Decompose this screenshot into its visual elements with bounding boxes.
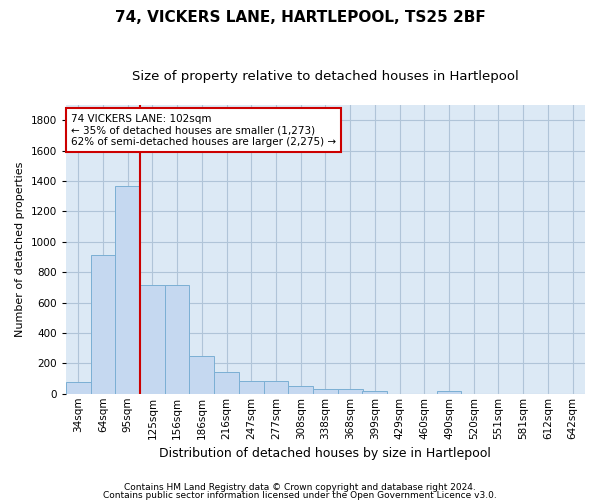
Title: Size of property relative to detached houses in Hartlepool: Size of property relative to detached ho… bbox=[132, 70, 519, 83]
Bar bbox=[338, 389, 362, 394]
Bar bbox=[66, 382, 91, 394]
Bar bbox=[289, 386, 313, 394]
Bar bbox=[437, 390, 461, 394]
Bar bbox=[165, 285, 190, 394]
Text: Contains HM Land Registry data © Crown copyright and database right 2024.: Contains HM Land Registry data © Crown c… bbox=[124, 484, 476, 492]
Bar bbox=[115, 186, 140, 394]
Text: Contains public sector information licensed under the Open Government Licence v3: Contains public sector information licen… bbox=[103, 490, 497, 500]
Bar bbox=[214, 372, 239, 394]
Y-axis label: Number of detached properties: Number of detached properties bbox=[15, 162, 25, 337]
Bar bbox=[91, 256, 115, 394]
X-axis label: Distribution of detached houses by size in Hartlepool: Distribution of detached houses by size … bbox=[160, 447, 491, 460]
Text: 74, VICKERS LANE, HARTLEPOOL, TS25 2BF: 74, VICKERS LANE, HARTLEPOOL, TS25 2BF bbox=[115, 10, 485, 25]
Bar bbox=[362, 390, 387, 394]
Bar bbox=[190, 356, 214, 394]
Bar bbox=[313, 389, 338, 394]
Bar bbox=[263, 381, 289, 394]
Bar bbox=[239, 381, 263, 394]
Bar bbox=[140, 285, 165, 394]
Text: 74 VICKERS LANE: 102sqm
← 35% of detached houses are smaller (1,273)
62% of semi: 74 VICKERS LANE: 102sqm ← 35% of detache… bbox=[71, 114, 336, 147]
